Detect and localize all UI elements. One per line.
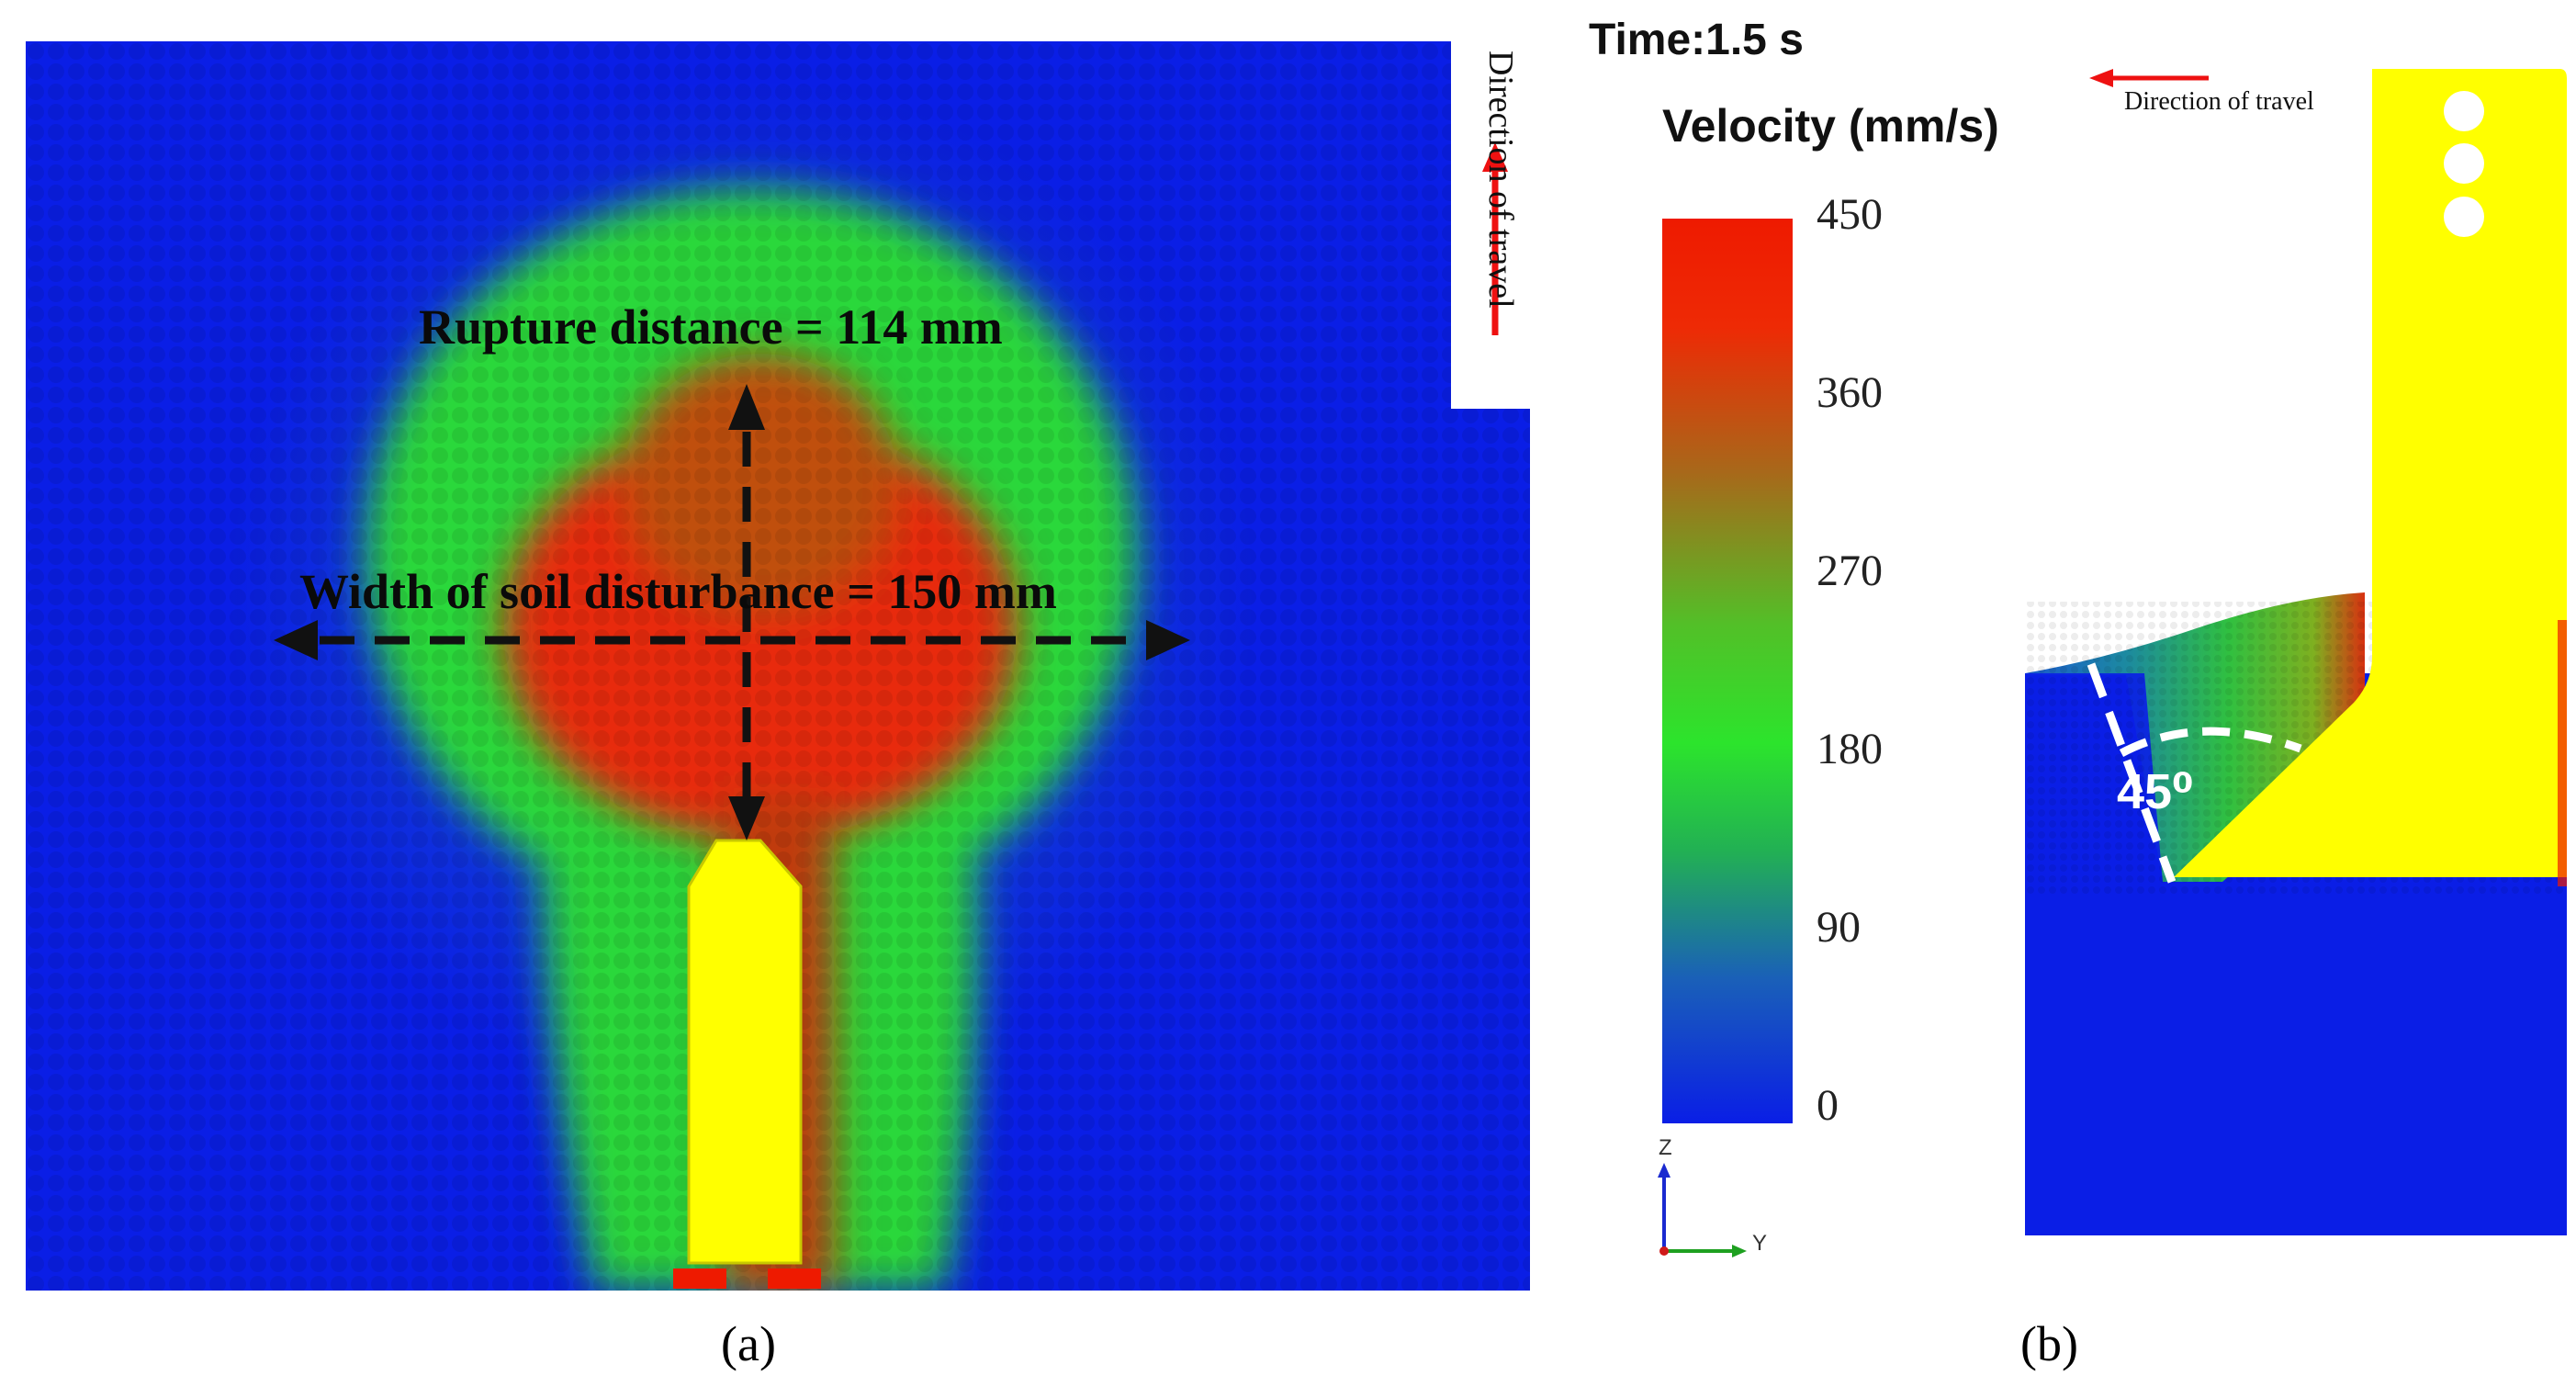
angle-dashed-line [2087,662,2177,884]
axis-y-label: Y [1752,1231,1768,1256]
particle-field-a [26,41,1530,1291]
panel-b-simulation-side-view: 45⁰ Direction of travel [2025,69,2567,1249]
width-arrowhead-left [274,620,318,660]
colorbar-tick-270: 270 [1817,547,1883,595]
time-label: Time:1.5 s [1589,16,1804,64]
tine-bolt-hole-3 [2444,197,2484,237]
rupture-arrowhead-up [728,384,765,430]
angle-label: 45⁰ [2117,764,2194,819]
panel-a-simulation-top-view: Rupture distance = 114 mm Width of soil … [26,41,1530,1291]
colorbar-tick-180: 180 [1817,725,1883,773]
tine-base-left [673,1268,726,1289]
tine-side-profile [2174,69,2567,877]
direction-label-box [1451,41,1530,409]
colorbar-tick-90: 90 [1817,903,1861,952]
tine-bolt-hole-2 [2444,143,2484,184]
caption-b: (b) [2020,1316,2078,1371]
direction-arrow-head-b [2089,69,2113,87]
tine-bolt-hole-1 [2444,91,2484,131]
particle-field-b [2025,69,2567,1235]
caption-a: (a) [721,1316,776,1371]
axis-z-label: Z [1659,1135,1672,1160]
angle-arc [2119,727,2302,757]
tine-tool [687,839,803,1265]
velocity-colorbar [1662,219,1793,1123]
colorbar-tick-450: 450 [1817,190,1883,239]
tine-base-right [768,1268,821,1289]
rupture-distance-label: Rupture distance = 114 mm [419,299,1003,355]
axis-triad-icon [1658,1163,1747,1257]
width-disturbance-label: Width of soil disturbance = 150 mm [299,564,1057,619]
direction-label-a: Direction of travel [1481,51,1520,309]
tine-edge-marker [2558,620,2567,886]
rupture-arrowhead-down [728,796,765,840]
colorbar-tick-360: 360 [1817,368,1883,417]
colorbar-tick-0: 0 [1817,1081,1839,1130]
direction-label-b: Direction of travel [2124,87,2314,116]
legend-title: Velocity (mm/s) [1662,100,1999,152]
width-arrowhead-right [1146,620,1190,660]
direction-arrow-head [1482,142,1508,172]
